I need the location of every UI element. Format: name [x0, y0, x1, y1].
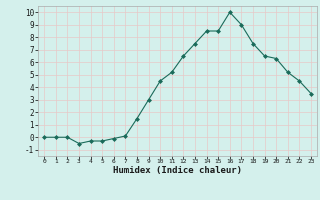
X-axis label: Humidex (Indice chaleur): Humidex (Indice chaleur): [113, 166, 242, 175]
